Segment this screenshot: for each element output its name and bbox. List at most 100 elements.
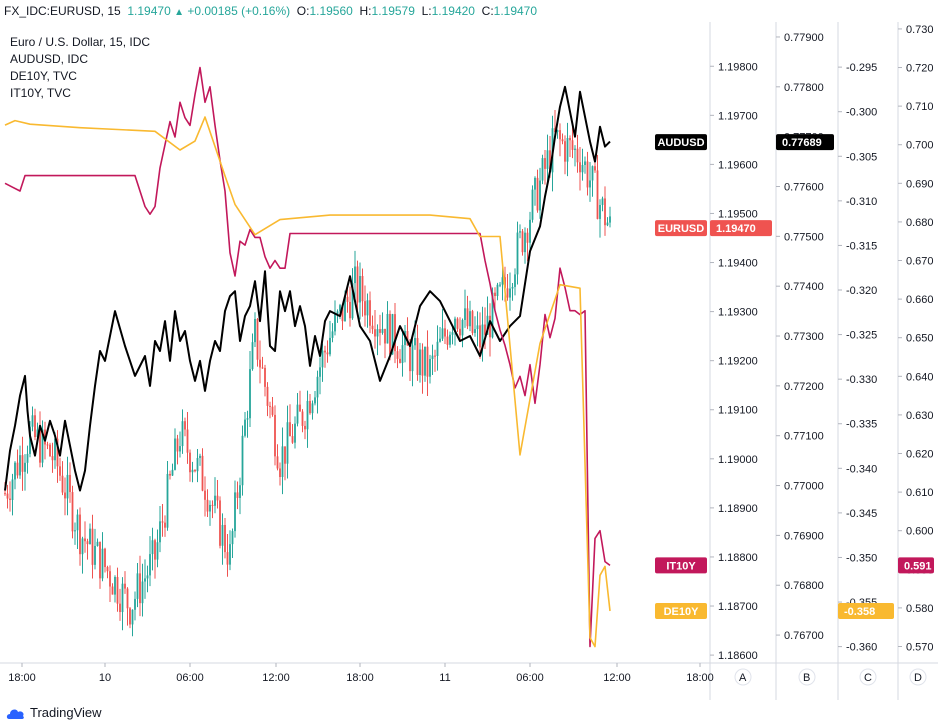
candle	[99, 541, 101, 589]
candle	[509, 272, 511, 311]
candle	[179, 431, 181, 458]
candle	[556, 129, 559, 139]
candle	[396, 346, 399, 369]
candle	[206, 489, 209, 517]
candle	[496, 282, 499, 301]
candle	[219, 496, 221, 549]
legend-audusd[interactable]: AUDUSD, IDC	[10, 52, 89, 66]
price-tick-d: 0.610	[906, 487, 934, 499]
price-tick-d: 0.600	[906, 526, 934, 538]
time-tick-label: 12:00	[262, 672, 290, 684]
candle	[271, 397, 274, 417]
candle	[226, 534, 229, 577]
open-value: 1.19560	[309, 4, 353, 18]
candle	[121, 577, 124, 631]
candle	[331, 323, 334, 343]
price-tick-c: -0.345	[846, 508, 877, 520]
candle	[289, 404, 291, 437]
candle	[526, 228, 529, 262]
price-tick-b: 0.77900	[784, 32, 824, 44]
legend-it10y[interactable]: IT10Y, TVC	[10, 86, 71, 100]
candle	[254, 312, 256, 348]
candle	[389, 310, 391, 361]
candle	[144, 559, 146, 599]
price-tick-c: -0.335	[846, 419, 877, 431]
candle	[131, 609, 134, 637]
candle	[351, 268, 354, 320]
price-tick-a: 1.19200	[718, 356, 758, 368]
price-tick-d: 0.730	[906, 24, 934, 36]
legend-eurusd[interactable]: Euro / U.S. Dollar, 15, IDC	[10, 35, 151, 49]
price-tick-a: 1.19600	[718, 159, 758, 171]
candle	[429, 354, 431, 384]
candle	[294, 416, 296, 449]
candle	[89, 523, 91, 545]
candle	[591, 165, 594, 197]
price-tick-a: 1.19000	[718, 454, 758, 466]
candle	[194, 469, 196, 473]
candle	[474, 316, 476, 337]
time-tick-label: 06:00	[516, 672, 544, 684]
price-tick-a: 1.19800	[718, 61, 758, 73]
price-tick-b: 0.77000	[784, 481, 824, 493]
tag-label-de10y: DE10Y	[664, 606, 700, 618]
candle	[106, 565, 109, 579]
series-line-audusd	[4, 85, 611, 492]
price-tick-b: 0.77600	[784, 181, 824, 193]
candle	[606, 217, 609, 227]
series-legend: Euro / U.S. Dollar, 15, IDC AUDUSD, IDC …	[10, 34, 150, 102]
price-tick-d: 0.580	[906, 603, 934, 615]
candle	[309, 394, 311, 415]
candle	[251, 333, 254, 371]
price-tick-d: 0.630	[906, 410, 934, 422]
candle	[304, 420, 306, 440]
candle	[536, 169, 539, 213]
candle	[441, 308, 444, 341]
candle	[139, 555, 141, 617]
series-lines	[4, 66, 611, 648]
candle	[46, 441, 49, 450]
candle	[259, 340, 261, 384]
candle	[356, 260, 359, 311]
candle	[354, 250, 356, 302]
symbol-name[interactable]: FX_IDC:EURUSD, 15	[4, 4, 121, 18]
scale-letter-c: C	[864, 672, 872, 684]
candle	[41, 420, 44, 468]
candle	[64, 477, 66, 516]
tag-value-eurusd: 1.19470	[716, 223, 756, 235]
candle	[201, 448, 204, 492]
price-tick-a: 1.18600	[718, 650, 758, 662]
candle	[279, 462, 281, 486]
candle	[134, 591, 136, 621]
tag-value-it10y: 0.591	[904, 560, 932, 572]
last-price: 1.19470	[127, 4, 171, 18]
candle	[596, 154, 599, 220]
series-line-de10y	[4, 116, 611, 648]
candle	[439, 327, 441, 343]
price-tick-b: 0.77200	[784, 381, 824, 393]
candle	[71, 485, 74, 539]
candle	[196, 449, 199, 483]
candle	[101, 532, 104, 582]
candle	[449, 331, 451, 348]
candle	[281, 427, 284, 495]
price-tick-c: -0.300	[846, 107, 877, 119]
candle	[584, 156, 586, 174]
candle	[446, 329, 449, 350]
candle	[381, 312, 384, 335]
candle	[244, 412, 246, 438]
candle	[6, 484, 9, 509]
candle	[379, 314, 381, 346]
candle	[366, 293, 369, 328]
candle	[21, 436, 24, 491]
tradingview-logo[interactable]: TradingView	[6, 705, 102, 720]
tag-label-eurusd: EURUSD	[658, 223, 705, 235]
candle	[49, 442, 51, 458]
candle	[399, 349, 401, 364]
candle	[159, 505, 161, 553]
candle	[519, 224, 521, 239]
price-chart[interactable]: 1.19800 1.19700 1.19600 1.19500 1.19400 1.193…	[0, 22, 938, 700]
candle	[246, 410, 249, 438]
legend-de10y[interactable]: DE10Y, TVC	[10, 69, 77, 83]
time-axis[interactable]: 18:00 10 06:00 12:00 18:00 11 06:00 12:00 18:00	[8, 663, 714, 684]
